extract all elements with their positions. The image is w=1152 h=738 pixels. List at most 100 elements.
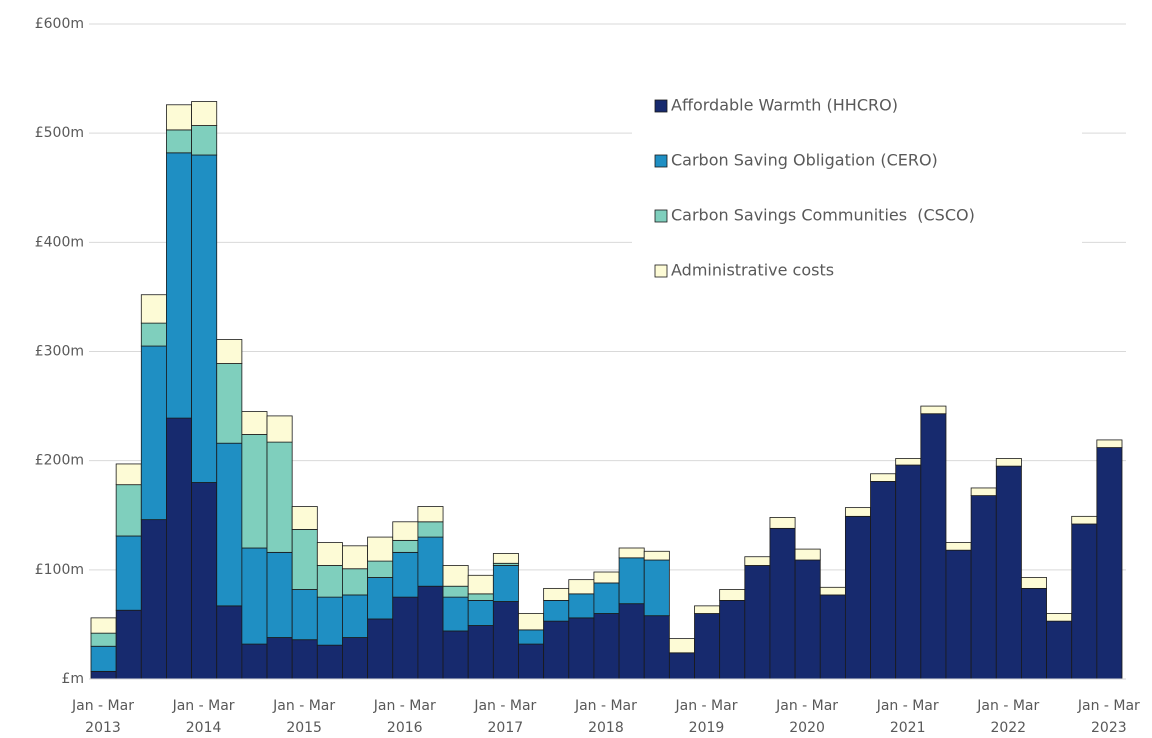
- bar-segment: [140, 294, 167, 324]
- bar-segment: [115, 463, 142, 486]
- bar-segment: [90, 617, 117, 634]
- bar-segment: [166, 152, 192, 419]
- bar-segment: [392, 521, 419, 541]
- bar-segment: [920, 405, 947, 415]
- bar-segment: [568, 617, 595, 680]
- bar-segment: [216, 605, 243, 680]
- bar-segment: [291, 589, 318, 641]
- bar-segment: [1071, 523, 1098, 680]
- bar-segment: [266, 551, 293, 638]
- x-tick-label: Jan - Mar 2014: [172, 698, 235, 736]
- bar-segment: [140, 322, 167, 347]
- bar-segment: [995, 465, 1022, 680]
- bar-segment: [442, 585, 469, 598]
- x-tick-label: Jan - Mar 2023: [1077, 698, 1140, 736]
- bar-segment: [1021, 577, 1047, 589]
- bar-segment: [316, 644, 343, 680]
- bar-segment: [342, 545, 369, 570]
- bar-segment: [1046, 613, 1073, 622]
- bar-segment: [241, 434, 268, 549]
- bar-segment: [618, 557, 645, 605]
- bar-segment: [744, 565, 771, 680]
- bar-segment: [819, 586, 846, 596]
- bar-segment: [241, 411, 268, 435]
- bar-segment: [794, 548, 821, 561]
- bar-segment: [870, 481, 897, 680]
- x-tick-label: Jan - Mar 2013: [72, 698, 134, 736]
- x-tick-label: Jan - Mar 2017: [474, 698, 537, 736]
- bar-segment: [392, 596, 419, 680]
- bar-segment: [166, 417, 192, 680]
- bar-segment: [115, 484, 142, 537]
- bar-segment: [668, 638, 695, 654]
- bar-segment: [342, 637, 369, 680]
- bar-segment: [291, 639, 318, 680]
- bar-segment: [316, 596, 343, 646]
- bar-segment: [216, 339, 243, 364]
- bar-segment: [518, 643, 545, 680]
- y-tick-label: £500m: [35, 125, 84, 141]
- x-tick-label: Jan - Mar 2016: [373, 698, 436, 736]
- y-tick-label: £100m: [35, 562, 84, 578]
- bar-segment: [844, 515, 871, 680]
- bar-segment: [417, 521, 444, 538]
- bar-segment: [191, 154, 218, 483]
- bar-segment: [266, 415, 293, 443]
- bar-segment: [392, 539, 419, 553]
- bar-segment: [467, 600, 494, 626]
- bar-segment: [442, 630, 469, 680]
- bar-segment: [467, 625, 494, 680]
- bar-segment: [518, 629, 545, 645]
- bar-segment: [543, 587, 570, 601]
- bar-segment: [945, 549, 972, 680]
- bar-segment: [1021, 587, 1047, 680]
- bar-segment: [543, 600, 570, 622]
- bar-segment: [342, 594, 369, 638]
- bar-segment: [844, 507, 871, 517]
- bar-segment: [618, 547, 645, 559]
- bar-segment: [316, 565, 343, 598]
- y-tick-label: £200m: [35, 453, 84, 469]
- bar-segment: [367, 536, 394, 562]
- bar-segment: [115, 609, 142, 680]
- legend-label: Carbon Savings Communities (CSCO): [671, 206, 975, 225]
- bar-segment: [744, 556, 771, 566]
- bar-segment: [467, 593, 494, 601]
- bar-segment: [970, 487, 997, 497]
- x-tick-label: Jan - Mar 2019: [675, 698, 738, 736]
- x-tick-label: Jan - Mar 2015: [273, 698, 336, 736]
- bar-segment: [1046, 620, 1073, 680]
- bar-segment: [618, 603, 645, 680]
- bar-segment: [90, 632, 117, 647]
- bar-segment: [191, 482, 218, 680]
- bar-segment: [593, 582, 620, 614]
- bar-segment: [492, 553, 519, 564]
- legend-label: Administrative costs: [671, 261, 834, 280]
- bar-segment: [1071, 515, 1098, 525]
- legend-swatch: [654, 209, 668, 223]
- bar-segment: [568, 579, 595, 595]
- bar-segment: [794, 559, 821, 680]
- bar-segment: [442, 596, 469, 632]
- bar-segment: [769, 517, 796, 529]
- bar-segment: [870, 473, 897, 482]
- bar-segment: [291, 506, 318, 530]
- legend-label: Affordable Warmth (HHCRO): [671, 96, 898, 115]
- x-tick-label: Jan - Mar 2018: [574, 698, 637, 736]
- bar-segment: [90, 670, 117, 680]
- bar-segment: [593, 613, 620, 680]
- bar-segment: [970, 495, 997, 680]
- bar-segment: [719, 589, 746, 601]
- bar-segment: [115, 535, 142, 611]
- bar-segment: [417, 536, 444, 587]
- bar-segment: [191, 125, 218, 156]
- bar-segment: [90, 645, 117, 672]
- bar-segment: [694, 605, 721, 614]
- bar-segment: [492, 601, 519, 680]
- bar-segment: [140, 519, 167, 680]
- bar-segment: [1096, 439, 1123, 448]
- bar-segment: [266, 637, 293, 680]
- bar-segment: [367, 618, 394, 680]
- bar-segment: [367, 560, 394, 578]
- bar-segment: [342, 568, 369, 596]
